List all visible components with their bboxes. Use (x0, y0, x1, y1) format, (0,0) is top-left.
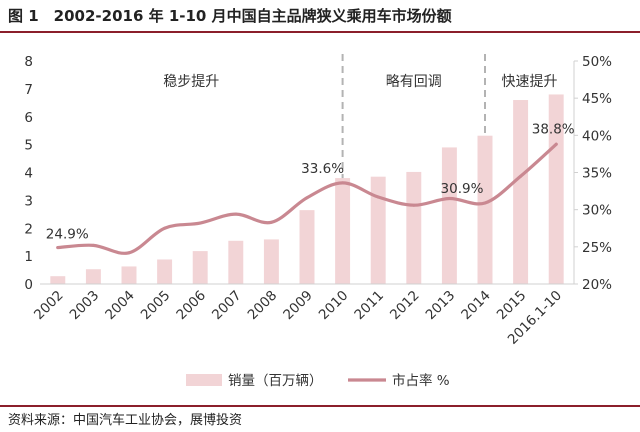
y-left-ticks: 0 1 2 3 4 5 6 7 8 (24, 54, 33, 293)
x-tick-2013: 2013 (423, 288, 459, 324)
y-right-tick-1: 25% (582, 240, 612, 256)
data-label-2014: 30.9% (441, 181, 484, 197)
y-left-tick-4: 4 (24, 166, 33, 182)
x-tick-2009: 2009 (280, 288, 316, 324)
y-left-tick-6: 6 (24, 110, 33, 126)
y-left-tick-2: 2 (24, 221, 33, 237)
line-series (56, 142, 558, 255)
y-left-tick-1: 1 (24, 249, 33, 265)
phase-label-3: 快速提升 (502, 74, 558, 90)
phase-label-1: 稳步提升 (163, 74, 219, 90)
bar-2007 (228, 240, 244, 284)
line-point-2005 (163, 226, 167, 230)
y-right-ticks: 20% 25% 30% 35% 40% 45% 50% (574, 54, 612, 293)
line-point-2013 (447, 197, 451, 201)
x-ticks: 2002 2003 2004 2005 2006 2007 2008 2009 2010 2011… (31, 288, 565, 348)
y-left-tick-5: 5 (24, 138, 33, 154)
x-tick-2012: 2012 (387, 288, 423, 324)
figure-title: 图 1 2002-2016 年 1-10 月中国自主品牌狭义乘用车市场份额 (8, 7, 452, 25)
x-tick-2008: 2008 (245, 288, 281, 324)
phase-label-2: 略有回调 (386, 74, 442, 90)
x-tick-2010: 2010 (316, 288, 352, 324)
y-right-tick-5: 45% (582, 91, 612, 107)
line-point-2015 (519, 174, 523, 178)
x-tick-2014: 2014 (458, 288, 494, 324)
line-point-2004 (127, 251, 131, 255)
x-tick-2011: 2011 (351, 288, 387, 324)
legend-bar-swatch (186, 374, 222, 386)
title-rule (0, 31, 640, 33)
source-note: 资料来源：中国汽车工业协会，展博投资 (8, 413, 243, 428)
y-left-tick-7: 7 (24, 82, 33, 98)
bar-2012 (406, 171, 422, 284)
bar-2011 (370, 176, 386, 284)
bar-2006 (192, 251, 208, 284)
line-point-2006 (198, 221, 202, 225)
legend-bar-label: 销量（百万辆） (228, 373, 323, 389)
x-tick-2003: 2003 (67, 288, 103, 324)
bar-2013 (441, 147, 457, 284)
bar-2015 (513, 100, 529, 285)
bar-2005 (157, 259, 173, 284)
x-tick-2005: 2005 (138, 288, 174, 324)
phase-labels: 稳步提升 略有回调 快速提升 (163, 74, 557, 90)
data-label-2002: 24.9% (46, 227, 89, 243)
data-label-2010: 33.6% (301, 161, 344, 177)
bar-2009 (299, 210, 315, 284)
line-point-2010 (341, 181, 345, 185)
y-left-tick-8: 8 (24, 54, 33, 70)
line-point-2012 (412, 203, 416, 207)
line-point-2003 (91, 243, 95, 247)
y-left-tick-3: 3 (24, 193, 33, 209)
bar-2014 (477, 135, 493, 284)
y-right-tick-0: 20% (582, 277, 612, 293)
source-rule (0, 405, 640, 407)
bar-2008 (263, 239, 279, 284)
data-labels: 24.9% 33.6% 30.9% 38.8% (46, 121, 575, 242)
bar-2004 (121, 266, 137, 284)
bar-2016.1-10 (548, 94, 564, 284)
bars (50, 94, 564, 285)
x-tick-2007: 2007 (209, 288, 245, 324)
y-left-tick-0: 0 (24, 277, 33, 293)
y-right-tick-6: 50% (582, 54, 612, 70)
line-point-2014 (483, 201, 487, 205)
line-point-2009 (305, 196, 309, 200)
x-tick-2004: 2004 (102, 288, 138, 324)
legend: 销量（百万辆） 市占率 % (186, 372, 450, 389)
line-point-2008 (269, 220, 273, 224)
y-right-tick-2: 30% (582, 203, 612, 219)
legend-line-label: 市占率 % (392, 372, 450, 389)
x-tick-2006: 2006 (173, 288, 209, 324)
line-point-2016.1-10 (554, 142, 558, 146)
line-point-2007 (234, 212, 238, 216)
line-point-2002 (56, 246, 60, 250)
bar-2003 (85, 269, 101, 284)
x-tick-2002: 2002 (31, 288, 67, 324)
y-right-tick-3: 35% (582, 166, 612, 182)
y-right-tick-4: 40% (582, 128, 612, 144)
data-label-2016.1-10: 38.8% (532, 121, 575, 137)
line-point-2011 (376, 195, 380, 199)
bar-2010 (335, 178, 351, 284)
bar-2002 (50, 276, 66, 284)
